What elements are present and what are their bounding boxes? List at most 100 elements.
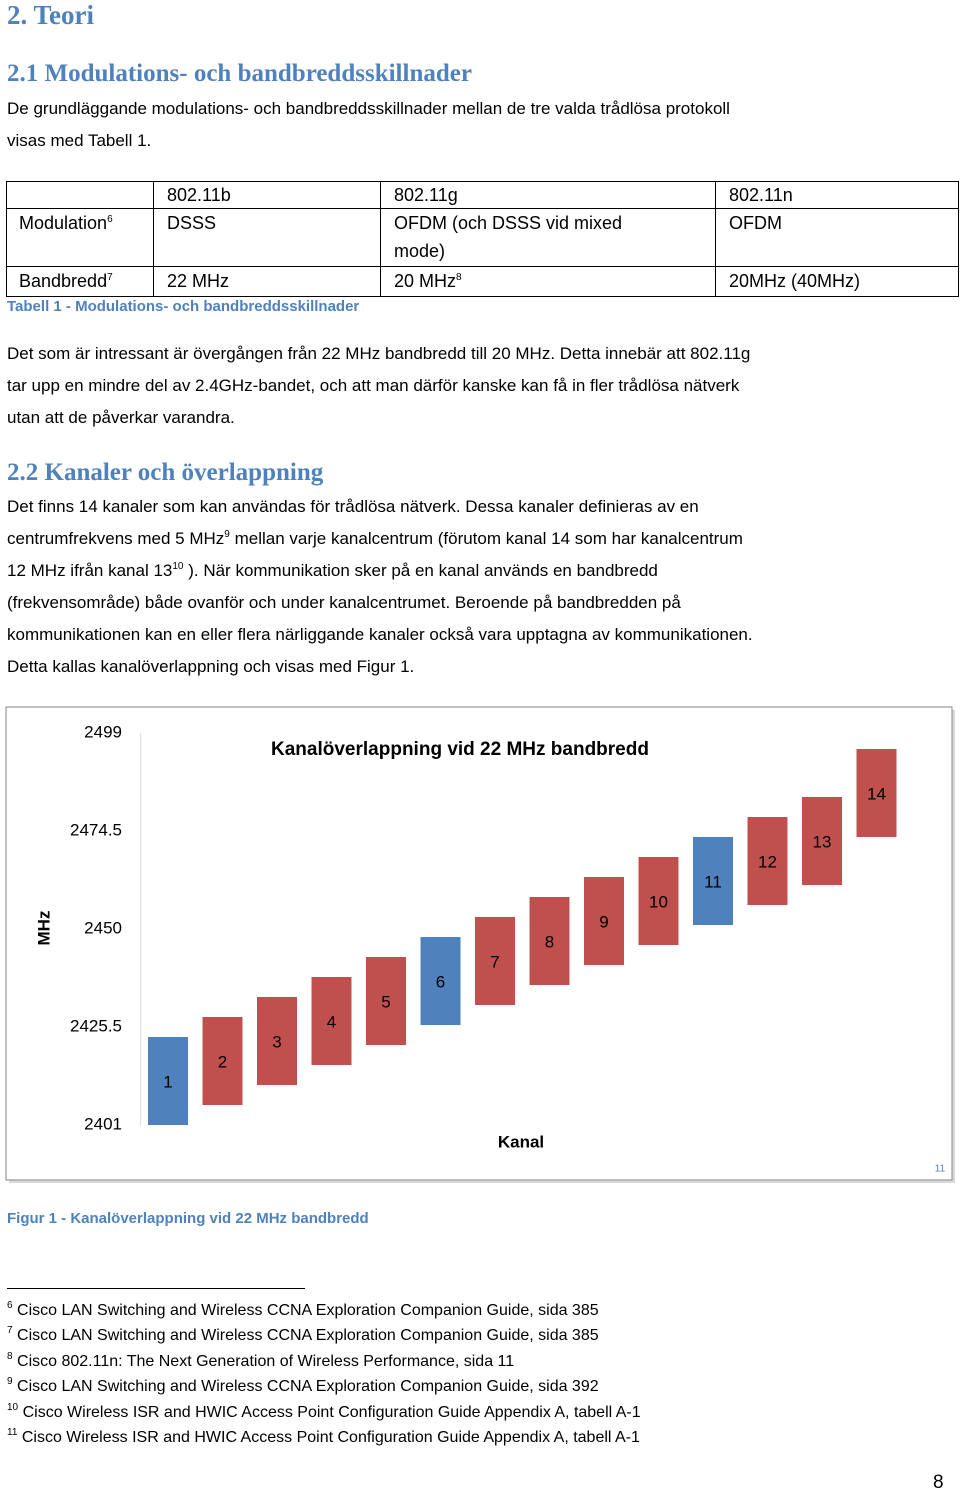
header-text: 802.11g (394, 185, 458, 205)
footnote-separator (7, 1288, 305, 1289)
column-header: 802.11g (380, 181, 716, 209)
figure-caption: Figur 1 - Kanalöverlappning vid 22 MHz b… (7, 1210, 369, 1227)
category-label: 8 (545, 932, 554, 951)
text-line: centrumfrekvens med 5 MHz9 mellan varje … (7, 523, 753, 555)
text-run: Det som är intressant är övergången från… (7, 344, 751, 363)
category-label: 12 (758, 852, 777, 871)
category-label: 5 (381, 992, 390, 1011)
footnote-ref: 10 (172, 561, 184, 572)
text-line: (frekvensområde) både ovanför och under … (7, 587, 753, 619)
table-cell: OFDM (715, 208, 959, 267)
page-number: 8 (933, 1472, 944, 1493)
y-tick-label: 2450 (84, 918, 122, 937)
text-line: tar upp en mindre del av 2.4GHz-bandet, … (7, 370, 750, 402)
chart-title: Kanalöverlappning vid 22 MHz bandbredd (271, 739, 649, 760)
category-label: 9 (599, 912, 608, 931)
category-label: 1 (163, 1072, 172, 1091)
footnote-text: Cisco Wireless ISR and HWIC Access Point… (22, 1403, 641, 1421)
text-line: Detta kallas kanalöverlappning och visas… (7, 651, 753, 683)
y-tick-label: 2499 (84, 722, 122, 741)
text-run: mellan varje kanalcentrum (förutom kanal… (229, 529, 743, 548)
footnote-number: 8 (7, 1350, 13, 1362)
footnote-marker: 11 (935, 1164, 946, 1175)
header-text: 802.11b (167, 185, 231, 205)
row-label: Modulation6 (6, 208, 154, 267)
bar (584, 877, 624, 965)
bar (529, 897, 570, 985)
category-label: 6 (436, 972, 445, 991)
bar (747, 817, 788, 905)
category-label: 2 (218, 1052, 227, 1071)
y-tick-label: 2425.5 (70, 1016, 122, 1035)
bar (366, 957, 406, 1045)
footnote-text: Cisco Wireless ISR and HWIC Access Point… (21, 1428, 640, 1446)
footnote-ref: 7 (107, 272, 113, 283)
footnote-number: 11 (7, 1426, 18, 1438)
bar (420, 937, 461, 1025)
footnote-text: Cisco LAN Switching and Wireless CCNA Ex… (17, 1302, 599, 1319)
table-cell: 22 MHz (153, 266, 381, 297)
category-label: 14 (867, 784, 886, 803)
category-label: 3 (272, 1032, 281, 1051)
footnote: 10 Cisco Wireless ISR and HWIC Access Po… (7, 1400, 641, 1425)
bar (856, 749, 897, 837)
text-run: 20 MHz (394, 271, 457, 291)
text-run: Modulation (19, 213, 108, 233)
y-tick-label: 2401 (84, 1114, 122, 1133)
text-line: Det finns 14 kanaler som kan användas fö… (7, 491, 753, 523)
category-label: 13 (813, 832, 832, 851)
footnote: 11 Cisco Wireless ISR and HWIC Access Po… (7, 1425, 641, 1450)
page-heading: 2. Teori (7, 0, 95, 30)
table-cell: DSSS (153, 208, 381, 267)
footnote: 9 Cisco LAN Switching and Wireless CCNA … (7, 1374, 641, 1399)
bar (311, 977, 352, 1065)
footnote-text: Cisco 802.11n: The Next Generation of Wi… (17, 1352, 515, 1370)
paragraph: Det finns 14 kanaler som kan användas fö… (7, 491, 753, 683)
table-cell: OFDM (och DSSS vid mixed mode) (380, 208, 716, 267)
bar (475, 917, 515, 1005)
text-run: (frekvensområde) både ovanför och under … (7, 593, 681, 612)
text-line: utan att de påverkar varandra. (7, 402, 750, 434)
y-tick-label: 2474.5 (70, 820, 122, 839)
section-title: 2.2 Kanaler och överlappning (7, 459, 324, 486)
text-run: tar upp en mindre del av 2.4GHz-bandet, … (7, 376, 740, 395)
footnote-text: Cisco LAN Switching and Wireless CCNA Ex… (17, 1378, 599, 1396)
category-label: 10 (649, 892, 668, 911)
bar (638, 857, 679, 945)
text-run: Bandbredd (19, 271, 108, 291)
x-axis-label: Kanal (498, 1132, 544, 1151)
text-run: 20MHz (40MHz) (729, 271, 861, 291)
bar (802, 797, 842, 885)
bar (693, 837, 733, 925)
footnote: 8 Cisco 802.11n: The Next Generation of … (7, 1349, 641, 1374)
footnotes: 6 Cisco LAN Switching and Wireless CCNA … (7, 1298, 641, 1450)
bar (257, 997, 297, 1085)
text-run: kommunikationen kan en eller flera närli… (7, 625, 753, 644)
header-text: 802.11n (729, 185, 793, 205)
text-run: Det finns 14 kanaler som kan användas fö… (7, 497, 699, 516)
footnote: 6 Cisco LAN Switching and Wireless CCNA … (7, 1298, 641, 1323)
column-header: 802.11n (715, 181, 959, 209)
category-label: 4 (327, 1012, 336, 1031)
footnote-number: 10 (7, 1401, 19, 1413)
footnote-text: Cisco LAN Switching and Wireless CCNA Ex… (17, 1327, 599, 1345)
text-run: visas med Tabell 1. (7, 131, 152, 150)
row-label: Bandbredd7 (6, 266, 154, 297)
bar (148, 1037, 188, 1125)
text-run: OFDM (och DSSS vid mixed mode) (394, 213, 623, 261)
footnote-ref: 6 (107, 214, 113, 225)
y-axis-label: MHz (34, 911, 53, 946)
footnote: 7 Cisco LAN Switching and Wireless CCNA … (7, 1323, 641, 1348)
paragraph: Det som är intressant är övergången från… (7, 338, 750, 434)
category-label: 7 (490, 952, 499, 971)
section-title: 2.1 Modulations- och bandbreddsskillnade… (7, 60, 472, 87)
text-run: 12 MHz ifrån kanal 13 (7, 561, 173, 580)
text-run: ). När kommunikation sker på en kanal an… (183, 561, 658, 580)
text-run: De grundläggande modulations- och bandbr… (7, 99, 730, 118)
footnote-ref: 8 (456, 272, 462, 283)
text-line: Det som är intressant är övergången från… (7, 338, 750, 370)
text-line: De grundläggande modulations- och bandbr… (7, 93, 730, 125)
table-caption: Tabell 1 - Modulations- och bandbreddssk… (7, 298, 360, 315)
bar (202, 1017, 243, 1105)
